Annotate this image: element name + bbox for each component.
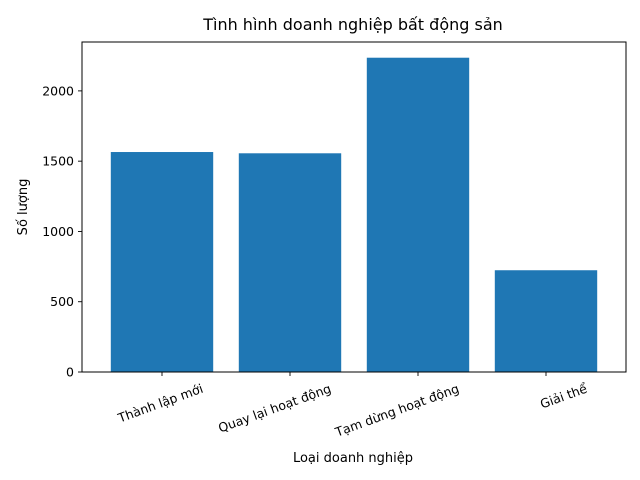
y-axis-ticks: 0 500 1000 1500 2000 [42, 83, 82, 380]
y-tick-label: 500 [50, 294, 74, 309]
y-tick-label: 1500 [42, 154, 74, 169]
bar-4 [494, 270, 598, 372]
bar-2 [238, 153, 342, 372]
y-axis-label: Số lượng [16, 179, 31, 236]
y-tick-label: 1000 [42, 224, 74, 239]
chart-title: Tình hình doanh nghiệp bất động sản [202, 15, 503, 34]
plot-frame [81, 41, 627, 373]
y-tick-label: 2000 [42, 83, 74, 98]
bars-group [110, 57, 598, 372]
bar-3 [366, 57, 470, 372]
x-axis-label: Loại doanh nghiệp [293, 451, 413, 466]
y-tick-label: 0 [66, 365, 74, 380]
bar-1 [110, 152, 214, 372]
